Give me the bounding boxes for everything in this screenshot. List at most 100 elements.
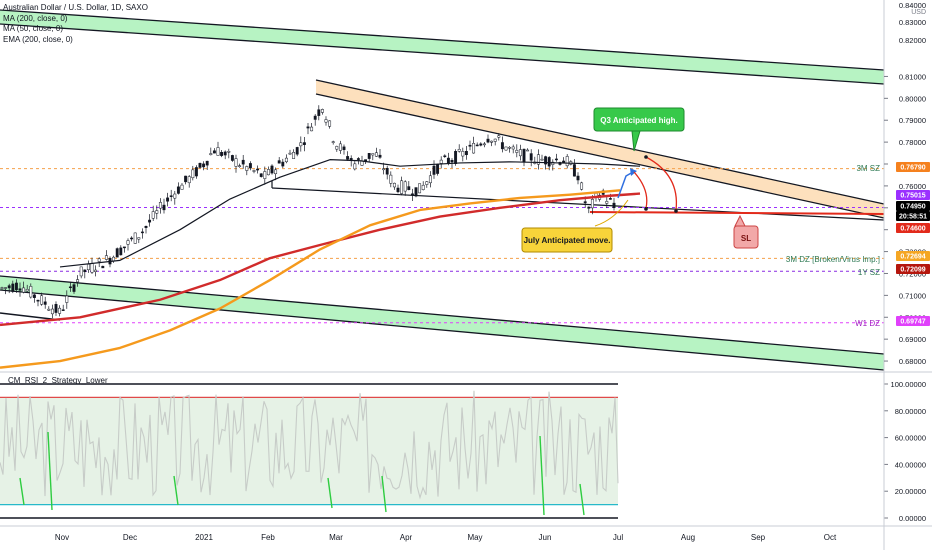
candle-body xyxy=(245,166,249,171)
rsi-title: CM_RSI_2_Strategy_Lower xyxy=(8,376,108,385)
candle-body xyxy=(356,158,360,160)
price-tick-label: 0.79000 xyxy=(899,116,926,125)
time-tick-label: Jun xyxy=(539,533,552,542)
projection-point xyxy=(644,207,648,211)
sl-box-pointer xyxy=(734,214,746,227)
candle-body xyxy=(0,287,4,289)
candle-body xyxy=(436,164,440,174)
candle-body xyxy=(50,308,54,315)
price-tick-label: 0.80000 xyxy=(899,94,926,103)
wedge-resistance-band xyxy=(316,80,884,218)
candle-body xyxy=(310,126,314,132)
wedge-resistance-band-bottom-edge xyxy=(315,93,885,219)
candle-body xyxy=(191,169,195,179)
candle-body xyxy=(220,151,224,156)
candle-body xyxy=(410,193,414,196)
level-label-0: 3M SZ xyxy=(856,164,880,173)
candle-body xyxy=(432,165,436,175)
candle-body xyxy=(79,266,83,277)
candle-body xyxy=(522,148,526,163)
price-tag-text: 0.74950 xyxy=(900,204,925,211)
price-tick-label: 0.78000 xyxy=(899,138,926,147)
candle-body xyxy=(205,160,209,166)
candle-body xyxy=(281,161,285,167)
candle-body xyxy=(313,115,317,120)
july-box xyxy=(521,227,613,253)
candle-body xyxy=(443,155,447,158)
sl-label: SL xyxy=(741,234,751,243)
candle-body xyxy=(29,286,33,298)
rsi-tick-label: 60.00000 xyxy=(895,434,926,443)
price-tick-label: 0.69000 xyxy=(899,335,926,344)
projection-path-red-2 xyxy=(645,156,678,211)
candle-body xyxy=(320,109,324,113)
candle-body xyxy=(68,286,72,289)
candle-body xyxy=(612,202,616,208)
ma-line-1 xyxy=(59,159,641,268)
level-label-3: W1 DZ xyxy=(855,319,880,328)
candle-body xyxy=(115,248,119,258)
rsi-signal-spike xyxy=(47,431,53,511)
candle-body xyxy=(241,159,245,165)
level-label-2: 1Y SZ xyxy=(858,268,880,277)
candle-body xyxy=(202,163,206,168)
rsi-signal-spike xyxy=(381,475,387,513)
candle-body xyxy=(284,157,288,163)
candle-body xyxy=(302,142,306,145)
price-tag-bg xyxy=(896,316,930,326)
candle-body xyxy=(367,153,371,159)
price-tag-bg xyxy=(896,223,930,233)
time-tick-label: Mar xyxy=(329,533,343,542)
candle-body xyxy=(450,159,454,163)
candle-body xyxy=(274,169,278,175)
price-tag-bg xyxy=(896,162,930,172)
candle-body xyxy=(342,146,346,150)
rsi-line xyxy=(0,390,619,500)
stop-loss-line xyxy=(589,211,885,215)
candle-body xyxy=(76,279,80,283)
candle-body xyxy=(328,120,332,127)
candle-body xyxy=(266,169,270,176)
time-tick-label: Jul xyxy=(613,533,623,542)
lower-green-channel-top-edge xyxy=(0,275,885,355)
legend-ema200: EMA (200, close, 0) xyxy=(3,34,73,44)
candle-body xyxy=(590,199,594,209)
candle-body xyxy=(130,237,134,240)
candle-body xyxy=(338,143,342,151)
candle-body xyxy=(536,154,540,165)
arrow-head-blue xyxy=(630,168,637,176)
candle-body xyxy=(14,282,18,290)
time-tick-label: Oct xyxy=(824,533,837,542)
price-tick-label: 0.71000 xyxy=(899,291,926,300)
price-tag-text: 20:58:51 xyxy=(899,214,927,221)
time-tick-label: Dec xyxy=(123,533,137,542)
lower-green-channel xyxy=(0,276,884,370)
candle-body xyxy=(259,173,263,177)
price-tag-text: 0.69747 xyxy=(900,319,925,326)
price-tick-label: 0.81000 xyxy=(899,72,926,81)
candle-body xyxy=(374,152,378,157)
candle-body xyxy=(137,237,141,240)
candle-body xyxy=(11,283,15,292)
candle-body xyxy=(144,226,148,228)
rsi-signal-spike xyxy=(539,435,545,516)
candle-body xyxy=(382,168,386,171)
candle-body xyxy=(425,181,429,185)
candle-body xyxy=(119,247,123,256)
candle-body xyxy=(324,119,328,123)
candle-body xyxy=(529,153,533,161)
price-tag-bg xyxy=(896,201,930,211)
candle-body xyxy=(353,163,357,170)
candle-body xyxy=(526,149,530,152)
price-tag-text: 0.75015 xyxy=(900,193,925,200)
rsi-signal-spike xyxy=(173,475,179,506)
price-tick-label: 0.76000 xyxy=(899,182,926,191)
upper-green-channel-bottom-edge xyxy=(0,23,885,85)
candle-body xyxy=(511,146,515,150)
candle-body xyxy=(104,255,108,260)
candle-body xyxy=(238,165,242,167)
candle-body xyxy=(155,210,159,214)
candle-body xyxy=(83,269,87,273)
candle-body xyxy=(72,284,76,292)
